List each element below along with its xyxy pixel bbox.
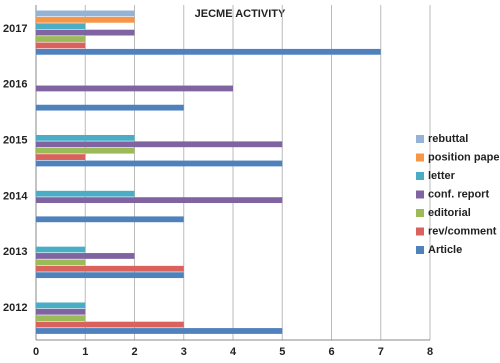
bar [36,147,135,154]
bar [36,141,283,148]
x-tick-label: 6 [328,346,334,358]
bar [36,197,283,204]
legend-label: rebuttal [428,133,468,145]
x-tick-label: 2 [131,346,137,358]
bar [36,190,135,197]
bar [36,104,184,111]
bar [36,302,86,309]
legend-swatch [416,153,424,162]
bar [36,160,283,167]
bar [36,265,184,272]
legend-label: conf. report [428,188,489,200]
x-tick-label: 7 [378,346,384,358]
bar [36,259,86,266]
bar [36,48,381,55]
bar [36,16,135,23]
x-tick-label: 5 [279,346,285,358]
bar [36,253,135,259]
bar [36,321,184,328]
legend-swatch [416,172,424,180]
legend-swatch [416,246,424,254]
bar [36,246,86,253]
y-tick-label: 2015 [3,134,27,146]
y-tick-label: 2014 [3,190,28,202]
legend-swatch [416,135,424,143]
y-tick-label: 2013 [3,246,27,258]
x-tick-label: 4 [230,346,237,358]
bar [36,154,86,160]
legend-label: editorial [428,207,471,219]
legend-label: Article [428,244,462,256]
x-tick-label: 1 [82,346,88,358]
x-tick-label: 8 [427,346,433,358]
x-tick-label: 0 [33,346,39,358]
bar [36,23,86,30]
bar [36,36,86,42]
bar [36,134,135,141]
bar [36,29,135,36]
legend-label: rev/comment [428,225,497,237]
bar [36,272,184,279]
legend-swatch [416,209,424,217]
bar [36,42,86,49]
chart-title: JECME ACTIVITY [195,8,286,20]
bar [36,328,283,334]
bar [36,85,233,92]
y-tick-label: 2016 [3,79,27,91]
bar [36,308,86,315]
bar [36,315,86,322]
bar [36,216,184,223]
legend-label: position paper [428,151,500,163]
bar [36,10,135,17]
x-tick-label: 3 [181,346,187,358]
legend-swatch [416,227,424,236]
y-tick-label: 2017 [3,23,27,35]
legend-label: letter [428,170,456,182]
legend-swatch [416,190,424,199]
y-tick-label: 2012 [3,302,27,314]
